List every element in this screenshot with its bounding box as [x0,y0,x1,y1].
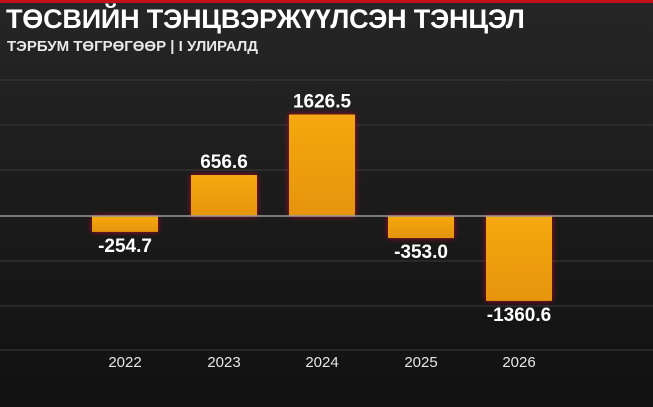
bar-2024 [289,114,355,216]
data-labels: -254.7 656.6 1626.5 -353.0 -1360.6 [98,92,551,326]
x-tick-2026: 2026 [502,354,535,371]
top-accent-line [0,0,653,3]
bars [92,114,552,301]
x-tick-labels: 2022 2023 2024 2025 2026 [108,354,535,371]
bar-2026 [486,216,552,301]
bar-2023 [191,175,257,216]
chart-subtitle: ТЭРБУМ ТӨГРӨГӨӨР | I УЛИРАЛД [7,38,258,55]
data-label-2023: 656.6 [200,152,248,173]
data-label-2026: -1360.6 [487,305,551,326]
bar-2025 [388,216,454,239]
x-tick-2022: 2022 [108,354,141,371]
data-label-2022: -254.7 [98,236,152,257]
x-tick-2025: 2025 [404,354,437,371]
bar-2022 [92,216,158,232]
x-tick-2024: 2024 [305,354,338,371]
x-tick-2023: 2023 [207,354,240,371]
data-label-2024: 1626.5 [293,92,352,113]
data-label-2025: -353.0 [394,242,448,263]
chart-title: ТӨСВИЙН ТЭНЦВЭРЖҮҮЛСЭН ТЭНЦЭЛ [6,4,525,34]
